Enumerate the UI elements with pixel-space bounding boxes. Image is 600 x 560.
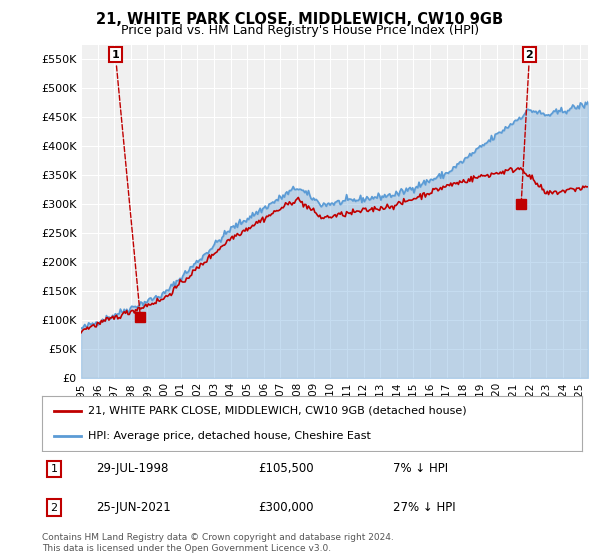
Text: Contains HM Land Registry data © Crown copyright and database right 2024.
This d: Contains HM Land Registry data © Crown c… <box>42 533 394 553</box>
Text: 2: 2 <box>50 502 58 512</box>
Text: 25-JUN-2021: 25-JUN-2021 <box>96 501 171 514</box>
Text: HPI: Average price, detached house, Cheshire East: HPI: Average price, detached house, Ches… <box>88 431 371 441</box>
Text: 1: 1 <box>50 464 58 474</box>
Text: £105,500: £105,500 <box>258 463 314 475</box>
Text: 1: 1 <box>112 50 140 314</box>
Text: 27% ↓ HPI: 27% ↓ HPI <box>393 501 455 514</box>
Text: £300,000: £300,000 <box>258 501 314 514</box>
Text: 7% ↓ HPI: 7% ↓ HPI <box>393 463 448 475</box>
Text: 21, WHITE PARK CLOSE, MIDDLEWICH, CW10 9GB: 21, WHITE PARK CLOSE, MIDDLEWICH, CW10 9… <box>97 12 503 27</box>
Text: Price paid vs. HM Land Registry's House Price Index (HPI): Price paid vs. HM Land Registry's House … <box>121 24 479 37</box>
Text: 29-JUL-1998: 29-JUL-1998 <box>96 463 169 475</box>
Text: 2: 2 <box>521 50 533 202</box>
Text: 21, WHITE PARK CLOSE, MIDDLEWICH, CW10 9GB (detached house): 21, WHITE PARK CLOSE, MIDDLEWICH, CW10 9… <box>88 406 467 416</box>
